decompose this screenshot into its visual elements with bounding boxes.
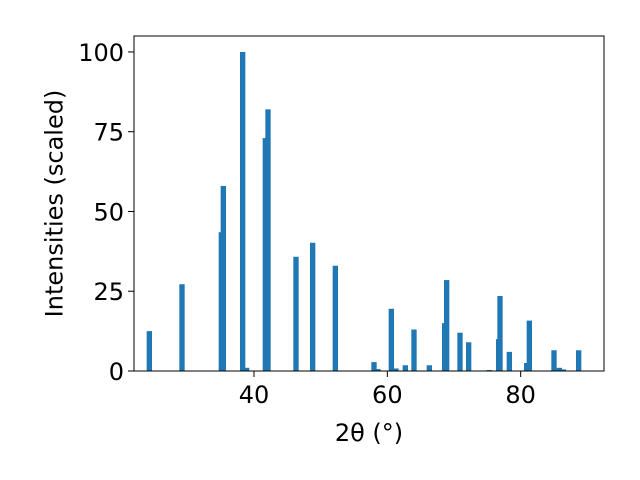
x-tick-label: 40 [239,381,270,409]
bar [146,331,152,371]
x-tick-label: 60 [372,381,403,409]
bar [524,363,530,371]
y-tick-label: 100 [78,39,124,67]
x-tick-label: 80 [505,381,536,409]
bar [371,362,377,371]
bar [393,368,399,371]
bar [426,365,432,371]
bar [220,185,226,371]
bar [444,280,450,371]
ticks-group: 40 60 80 0 25 50 75 100 [78,39,536,409]
bar [310,242,316,371]
y-tick-label: 25 [93,278,124,306]
y-tick-label: 50 [93,198,124,226]
axes-frame [133,35,605,372]
bar [265,109,271,371]
y-tick-label: 75 [93,119,124,147]
y-axis-label: Intensities (scaled) [40,90,68,318]
bar [240,51,246,371]
bar [457,332,463,371]
bar [556,367,562,371]
bar [576,350,582,371]
bar [179,284,185,371]
x-axis-label: 2θ (°) [335,419,403,447]
bar [497,296,503,371]
bar [332,265,338,371]
bar [551,350,557,371]
bar [375,369,381,371]
bar [466,342,472,371]
bars-group [146,51,582,371]
bar [244,367,250,371]
bar [411,329,417,371]
y-tick-label: 0 [109,358,124,386]
bar [506,351,512,371]
bar [402,365,408,371]
bar [526,320,532,371]
bar [293,256,299,371]
bar [388,308,394,371]
bar [560,369,566,371]
